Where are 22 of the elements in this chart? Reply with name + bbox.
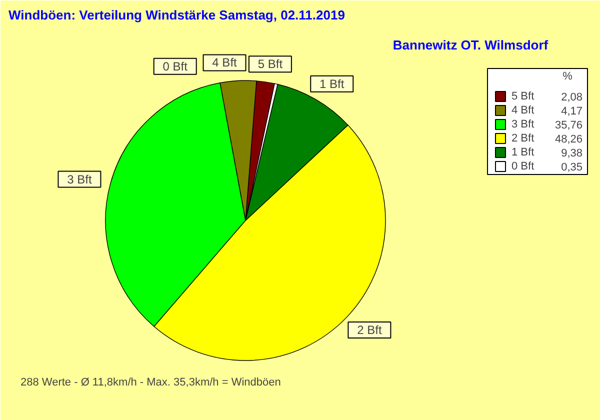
legend-label: 1 Bft	[512, 146, 534, 158]
category-label: 0 Bft	[162, 59, 188, 74]
slice-label: 2 Bft	[357, 323, 382, 338]
slice-label: 4 Bft	[212, 56, 238, 70]
legend-title: %	[562, 70, 573, 82]
slice-label: 3 Bft	[67, 172, 92, 186]
legend-label: 3 Bft	[512, 118, 534, 130]
chart-title: Windböen: Verteilung Windstärke Samstag, 02.11.2019	[8, 8, 345, 22]
data-label: 35,76	[554, 120, 583, 132]
slice-label: 1 Bft	[320, 76, 345, 91]
chart-subtitle: Bannewitz OT. Wilmsdorf	[392, 38, 549, 52]
data-label: 0,35	[561, 162, 583, 174]
legend-label: 4 Bft	[512, 104, 534, 116]
data-label: 9,38	[561, 148, 583, 160]
data-label: 4,17	[561, 106, 583, 118]
legend-label: 2 Bft	[512, 132, 534, 144]
text: 288 Werte - Ø 11,8km/h - Max. 35,3km/h = Windböen	[20, 376, 281, 388]
data-label: 2,08	[561, 92, 583, 104]
legend-label: 0 Bft	[512, 160, 534, 172]
legend-label: 5 Bft	[512, 90, 534, 102]
data-label: 48,26	[554, 134, 583, 146]
slice-label: 5 Bft	[258, 57, 284, 72]
